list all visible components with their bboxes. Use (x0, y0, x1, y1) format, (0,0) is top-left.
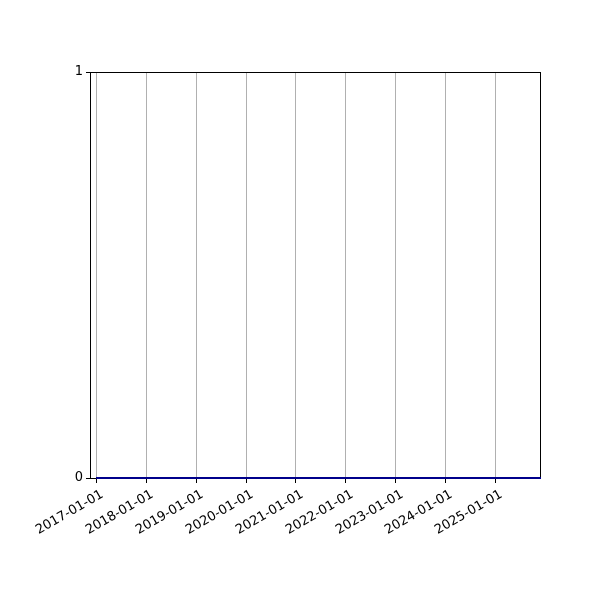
gridline-2020-01-01 (245, 73, 247, 478)
y-tick-mark-1 (86, 72, 90, 73)
plot-area (90, 72, 541, 479)
x-tick-mark-2023-01-01 (395, 479, 396, 483)
x-tick-mark-2017-01-01 (96, 479, 97, 483)
gridline-2018-01-01 (145, 73, 147, 478)
gridline-2021-01-01 (295, 73, 297, 478)
gridline-2017-01-01 (96, 73, 97, 478)
data-line-series-0 (96, 477, 541, 479)
y-tick-label-0: 0 (74, 470, 83, 485)
x-tick-mark-2022-01-01 (345, 479, 346, 483)
gridline-2023-01-01 (395, 73, 397, 478)
x-tick-mark-2018-01-01 (146, 479, 147, 483)
x-tick-mark-2025-01-01 (495, 479, 496, 483)
y-tick-mark-0 (86, 478, 90, 479)
x-tick-mark-2021-01-01 (295, 479, 296, 483)
gridline-2024-01-01 (445, 73, 447, 478)
x-tick-mark-2024-01-01 (445, 479, 446, 483)
gridline-2019-01-01 (195, 73, 197, 478)
gridline-2022-01-01 (345, 73, 347, 478)
x-tick-mark-2020-01-01 (246, 479, 247, 483)
x-tick-mark-2019-01-01 (196, 479, 197, 483)
gridline-2025-01-01 (494, 73, 496, 478)
y-tick-label-1: 1 (74, 64, 83, 79)
